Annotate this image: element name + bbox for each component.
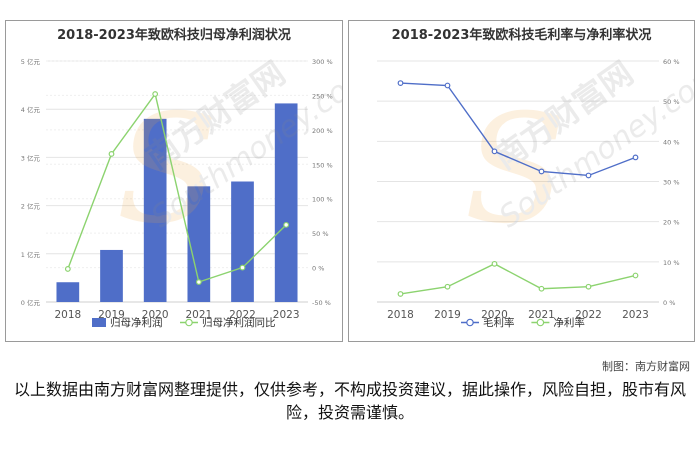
data-point bbox=[585, 283, 592, 290]
chart-title: 2018-2023年致欧科技毛利率与净利率状况 bbox=[392, 27, 652, 43]
x-tick-label: 2021 bbox=[528, 309, 555, 321]
y-left-tick-label: 4 亿元 bbox=[21, 105, 41, 114]
y-right-tick-label: 200 % bbox=[312, 127, 333, 135]
y-right-tick-label: 30 % bbox=[663, 179, 680, 187]
y-left-tick-label: 2 亿元 bbox=[21, 202, 41, 211]
y-right-tick-label: 50 % bbox=[663, 98, 680, 106]
disclaimer-text: 以上数据由南方财富网整理提供，仅供参考，不构成投资建议，据此操作，风险自担，股市… bbox=[13, 380, 686, 422]
data-point bbox=[491, 260, 498, 267]
legend-swatch bbox=[92, 318, 106, 327]
y-right-tick-label: 0 % bbox=[312, 265, 324, 273]
x-tick-label: 2022 bbox=[575, 309, 602, 321]
bar bbox=[100, 249, 123, 302]
legend-item: 归母净利润 bbox=[92, 316, 163, 329]
chart-panel-margins: 2018-2023年致欧科技毛利率与净利率状况 0 % 10 % 20 % 30 % 40… bbox=[348, 20, 695, 342]
y-right-tick-label: -50 % bbox=[312, 299, 331, 307]
data-point bbox=[64, 266, 71, 272]
x-tick-label: 2018 bbox=[387, 309, 414, 321]
data-point bbox=[397, 291, 404, 297]
legend-label: 净利率 bbox=[553, 316, 585, 329]
y-right-tick-label: 50 % bbox=[312, 230, 329, 238]
y-right-tick-label: 150 % bbox=[312, 161, 333, 169]
watermark-s-glyph: S bbox=[464, 83, 567, 257]
y-right-tick-label: 20 % bbox=[663, 219, 680, 227]
series-line bbox=[400, 82, 636, 177]
y-right-tick-label: 100 % bbox=[312, 196, 333, 204]
data-point bbox=[632, 272, 639, 279]
x-tick-label: 2018 bbox=[54, 309, 81, 321]
y-right-tick-label: 250 % bbox=[312, 92, 333, 100]
legend-item: 毛利率 bbox=[461, 316, 515, 329]
data-point bbox=[152, 91, 159, 97]
legend-item: 净利率 bbox=[531, 316, 585, 329]
data-point bbox=[444, 82, 451, 89]
chart-title: 2018-2023年致欧科技归母净利润状况 bbox=[57, 27, 291, 43]
chart-panel-net-profit: 2018-2023年致欧科技归母净利润状况 0 亿元 1 亿元 2 亿元 3 亿元 4 亿… bbox=[5, 20, 343, 342]
x-tick-label: 2019 bbox=[434, 309, 461, 321]
data-point bbox=[397, 80, 404, 86]
net-profit-chart: 2018-2023年致欧科技归母净利润状况 0 亿元 1 亿元 2 亿元 3 亿元 4 亿… bbox=[21, 27, 342, 329]
data-point bbox=[538, 285, 545, 292]
data-point bbox=[195, 279, 202, 285]
legend-marker bbox=[185, 318, 193, 327]
bar bbox=[56, 282, 80, 302]
legend-label: 归母净利润 bbox=[110, 316, 163, 329]
legend-marker bbox=[536, 318, 545, 327]
data-point bbox=[585, 172, 592, 179]
legend-marker bbox=[466, 318, 474, 327]
y-left-tick-label: 0 亿元 bbox=[21, 298, 41, 307]
bar bbox=[143, 118, 167, 302]
x-tick-label: 2022 bbox=[229, 309, 256, 321]
data-point bbox=[108, 151, 115, 157]
legend-item: 归母净利润同比 bbox=[180, 316, 276, 329]
series-line bbox=[67, 92, 287, 283]
legend-label: 毛利率 bbox=[483, 316, 515, 329]
y-right-tick-label: 300 % bbox=[312, 58, 333, 66]
series-line bbox=[400, 263, 636, 295]
x-tick-label: 2023 bbox=[273, 309, 300, 321]
x-tick-label: 2020 bbox=[142, 309, 169, 321]
bar bbox=[274, 103, 298, 302]
legend-label: 归母净利润同比 bbox=[202, 316, 276, 329]
bar bbox=[187, 186, 211, 302]
bar bbox=[231, 181, 254, 302]
y-left-tick-label: 1 亿元 bbox=[21, 250, 41, 259]
data-point bbox=[283, 221, 290, 228]
data-point bbox=[444, 283, 451, 290]
y-left-tick-label: 3 亿元 bbox=[21, 153, 41, 162]
y-right-tick-label: 0 % bbox=[663, 299, 675, 307]
data-point bbox=[632, 154, 639, 161]
x-tick-label: 2023 bbox=[622, 309, 649, 321]
y-right-tick-label: 10 % bbox=[663, 259, 680, 267]
y-right-tick-label: 60 % bbox=[663, 58, 680, 66]
x-tick-label: 2021 bbox=[185, 309, 212, 321]
data-point bbox=[239, 264, 246, 271]
data-point bbox=[491, 148, 498, 155]
chart-credit: 制图：南方财富网 bbox=[602, 360, 690, 373]
x-tick-label: 2020 bbox=[481, 309, 508, 321]
margin-chart: 2018-2023年致欧科技毛利率与净利率状况 0 % 10 % 20 % 30 % 40… bbox=[377, 27, 694, 329]
data-point bbox=[538, 168, 545, 175]
y-right-tick-label: 40 % bbox=[663, 138, 680, 146]
watermark-s-glyph: S bbox=[116, 83, 219, 257]
y-left-tick-label: 5 亿元 bbox=[21, 57, 41, 66]
